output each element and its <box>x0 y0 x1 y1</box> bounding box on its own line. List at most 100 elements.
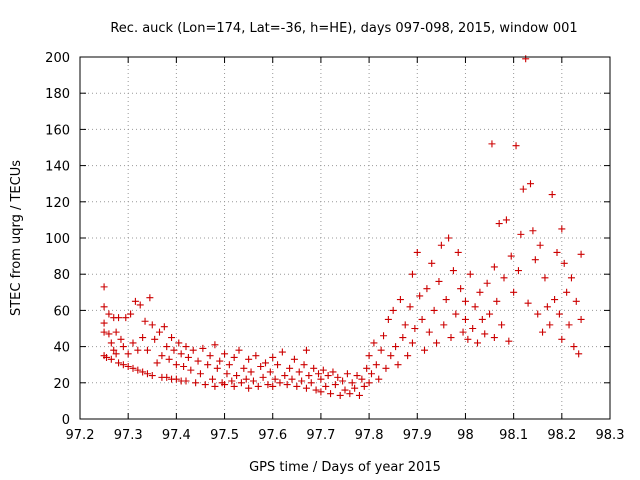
data-point <box>461 297 469 305</box>
data-point <box>209 375 216 383</box>
data-point <box>206 352 214 360</box>
data-point <box>136 301 144 309</box>
data-point <box>575 350 583 358</box>
data-point <box>105 310 113 318</box>
data-point <box>269 382 277 390</box>
data-point <box>401 321 409 329</box>
data-point <box>490 263 498 271</box>
data-point <box>307 379 315 387</box>
data-point <box>551 296 559 304</box>
x-tick-label: 97.4 <box>162 428 191 443</box>
data-point <box>127 310 135 318</box>
data-point <box>440 321 448 329</box>
data-point <box>201 381 209 389</box>
y-tick-label: 120 <box>45 196 70 211</box>
data-point <box>411 325 419 332</box>
data-point <box>527 180 534 188</box>
data-point <box>216 357 224 365</box>
data-point <box>464 335 472 343</box>
x-tick-label: 97.8 <box>355 428 384 443</box>
data-point <box>302 346 310 354</box>
data-point <box>252 352 260 360</box>
data-point <box>221 381 229 389</box>
data-point <box>567 274 575 282</box>
data-point <box>399 334 407 342</box>
data-point <box>421 346 428 354</box>
data-point <box>449 267 457 275</box>
data-point <box>353 372 361 380</box>
chart-title: Rec. auck (Lon=174, Lat=-36, h=HE), days… <box>110 21 577 36</box>
data-point <box>180 363 188 371</box>
data-point <box>305 372 313 380</box>
data-point <box>541 274 549 282</box>
data-point <box>570 343 578 351</box>
data-point <box>500 274 508 282</box>
data-point <box>143 346 151 354</box>
data-point <box>461 315 469 323</box>
data-point <box>488 140 496 148</box>
grid <box>80 57 610 419</box>
data-point <box>416 292 424 300</box>
data-point <box>348 379 356 387</box>
data-point <box>151 335 159 343</box>
data-point <box>331 381 339 389</box>
data-point <box>471 303 479 311</box>
data-point <box>240 364 248 372</box>
data-point <box>336 391 344 399</box>
data-point <box>483 279 491 287</box>
data-point <box>389 306 397 314</box>
data-point <box>223 370 231 378</box>
y-tick-label: 140 <box>45 160 70 175</box>
data-point <box>543 303 551 311</box>
data-point <box>163 373 171 381</box>
data-point <box>187 366 195 374</box>
data-point <box>466 270 474 278</box>
data-point <box>519 185 527 193</box>
data-point <box>107 339 115 347</box>
y-axis-label: STEC from uqrg / TECUs <box>9 160 24 316</box>
data-point <box>341 386 349 394</box>
data-point <box>363 364 371 372</box>
data-point <box>170 346 178 354</box>
data-point <box>148 321 156 329</box>
data-point <box>476 288 484 296</box>
data-point <box>245 355 253 363</box>
data-point <box>408 339 416 347</box>
data-point <box>315 370 322 378</box>
data-point <box>124 363 132 371</box>
data-point <box>372 361 380 369</box>
data-point <box>433 339 441 347</box>
data-point <box>502 216 510 224</box>
y-tick-label: 100 <box>45 232 70 247</box>
data-point <box>505 337 513 345</box>
data-point <box>100 328 108 336</box>
data-point <box>230 353 238 361</box>
data-point <box>129 339 137 347</box>
data-point <box>139 368 147 376</box>
data-point <box>117 335 125 343</box>
data-point <box>365 352 373 360</box>
data-point <box>329 368 337 376</box>
data-point <box>134 366 142 374</box>
data-point <box>430 306 438 314</box>
data-point <box>418 315 426 323</box>
data-point <box>146 294 154 302</box>
data-point <box>560 259 568 267</box>
data-point <box>457 285 465 293</box>
data-point <box>228 377 236 385</box>
data-point <box>324 372 332 380</box>
data-point <box>387 352 395 360</box>
axis-ticks: 97.2 97.3 97.4 97.5 97.6 97.7 97.8 97.9 98 98.1 98… <box>45 51 624 443</box>
data-point <box>225 361 233 369</box>
y-tick-label: 40 <box>53 341 70 356</box>
data-point <box>290 355 298 363</box>
data-point <box>404 352 412 360</box>
y-tick-label: 0 <box>62 413 70 428</box>
data-point <box>343 370 351 378</box>
data-point <box>172 375 180 383</box>
data-point <box>351 384 359 392</box>
data-point <box>339 377 347 385</box>
data-point <box>160 323 168 331</box>
data-point <box>413 248 421 256</box>
